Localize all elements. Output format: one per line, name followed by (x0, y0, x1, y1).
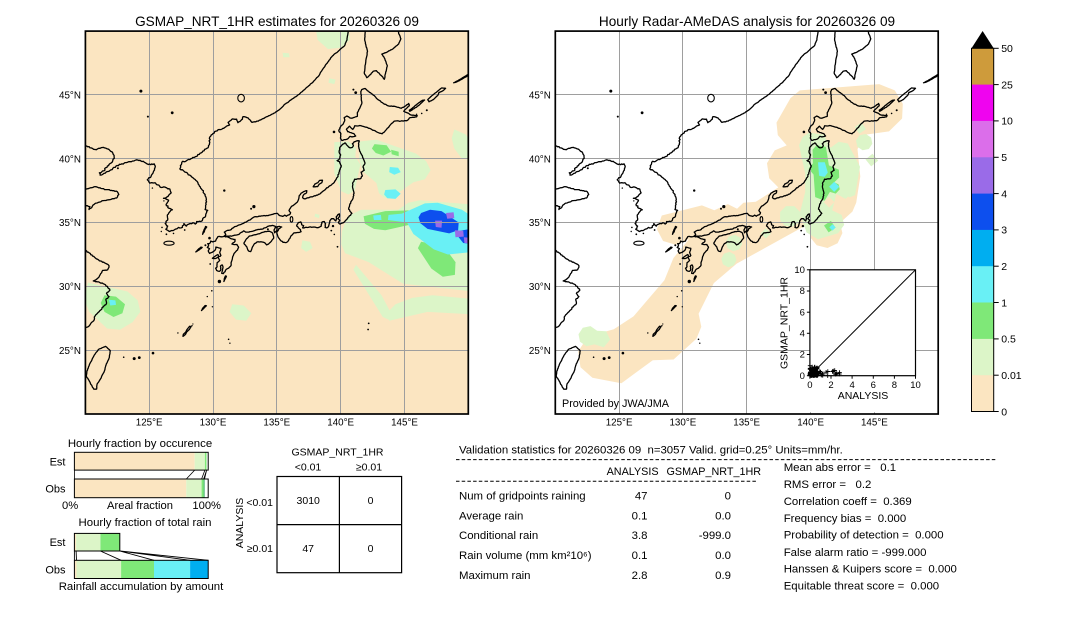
svg-text:Hourly Radar-AMeDAS analysis f: Hourly Radar-AMeDAS analysis for 2026032… (599, 14, 895, 29)
svg-text:Validation statistics for 2026: Validation statistics for 20260326 09 n=… (459, 445, 843, 457)
svg-text:Frequency bias = 0.000: Frequency bias = 0.000 (784, 513, 907, 525)
svg-text:0: 0 (1001, 406, 1007, 418)
svg-text:35°N: 35°N (59, 218, 81, 229)
svg-text:135°E: 135°E (263, 418, 290, 429)
svg-text:5: 5 (1001, 152, 1007, 164)
svg-text:50: 50 (1001, 43, 1013, 55)
svg-text:0.9: 0.9 (715, 570, 731, 582)
svg-text:ANALYSIS: ANALYSIS (607, 466, 659, 478)
svg-text:25°N: 25°N (59, 346, 81, 357)
svg-text:ANALYSIS: ANALYSIS (838, 390, 889, 402)
svg-text:GSMAP_NRT_1HR estimates for 20: GSMAP_NRT_1HR estimates for 20260326 09 (135, 14, 419, 29)
svg-text:10: 10 (1001, 116, 1013, 128)
svg-text:0.1: 0.1 (632, 511, 648, 523)
svg-text:125°E: 125°E (606, 418, 633, 429)
svg-text:GSMAP_NRT_1HR: GSMAP_NRT_1HR (666, 466, 761, 478)
svg-text:0.0: 0.0 (715, 511, 731, 523)
svg-text:≥0.01: ≥0.01 (356, 462, 382, 474)
svg-text:30°N: 30°N (529, 282, 551, 293)
svg-text:2: 2 (1001, 261, 1007, 273)
svg-text:0.0: 0.0 (715, 550, 731, 562)
svg-text:Maximum rain: Maximum rain (459, 570, 531, 582)
svg-text:Areal fraction: Areal fraction (107, 500, 173, 512)
svg-text:<0.01: <0.01 (246, 497, 273, 509)
svg-text:45°N: 45°N (59, 91, 81, 102)
svg-text:8: 8 (892, 380, 897, 391)
svg-text:Obs: Obs (45, 565, 66, 577)
svg-text:145°E: 145°E (391, 418, 418, 429)
svg-text:Num of gridpoints raining: Num of gridpoints raining (459, 491, 586, 503)
svg-text:Provided by JWA/JMA: Provided by JWA/JMA (562, 398, 670, 410)
svg-text:10: 10 (910, 380, 921, 391)
svg-text:ANALYSIS: ANALYSIS (234, 498, 246, 549)
svg-text:0.01: 0.01 (1001, 370, 1022, 382)
svg-text:6: 6 (800, 307, 805, 318)
svg-text:Mean abs error = 0.1: Mean abs error = 0.1 (784, 462, 896, 474)
svg-text:145°E: 145°E (861, 418, 888, 429)
svg-text:-999.0: -999.0 (699, 530, 731, 542)
svg-text:135°E: 135°E (733, 418, 760, 429)
svg-text:3010: 3010 (297, 495, 321, 507)
svg-text:Average rain: Average rain (459, 511, 523, 523)
svg-text:100%: 100% (192, 500, 221, 512)
svg-text:3.8: 3.8 (632, 530, 648, 542)
svg-text:2: 2 (828, 380, 833, 391)
svg-text:GSMAP_NRT_1HR: GSMAP_NRT_1HR (292, 447, 384, 459)
svg-text:2.8: 2.8 (632, 570, 648, 582)
svg-text:≥0.01: ≥0.01 (247, 543, 273, 555)
svg-text:2: 2 (800, 350, 805, 361)
svg-text:False alarm ratio = -999.000: False alarm ratio = -999.000 (784, 547, 927, 559)
svg-text:10: 10 (794, 265, 805, 276)
svg-text:4: 4 (1001, 188, 1007, 200)
svg-text:140°E: 140°E (327, 418, 354, 429)
svg-text:125°E: 125°E (136, 418, 163, 429)
svg-text:40°N: 40°N (59, 154, 81, 165)
svg-text:47: 47 (635, 491, 648, 503)
svg-text:25: 25 (1001, 79, 1013, 91)
svg-text:8: 8 (800, 286, 805, 297)
svg-text:0.5: 0.5 (1001, 334, 1016, 346)
svg-text:GSMAP_NRT_1HR: GSMAP_NRT_1HR (779, 277, 791, 369)
svg-text:0: 0 (368, 543, 374, 555)
svg-text:6: 6 (871, 380, 876, 391)
svg-text:<0.01: <0.01 (295, 462, 322, 474)
svg-text:45°N: 45°N (529, 91, 551, 102)
svg-text:0: 0 (725, 491, 731, 503)
svg-text:4: 4 (800, 329, 805, 340)
svg-text:3: 3 (1001, 225, 1007, 237)
svg-text:Rain volume (mm km²10⁶): Rain volume (mm km²10⁶) (459, 550, 592, 562)
svg-text:Est: Est (50, 537, 66, 549)
svg-text:130°E: 130°E (200, 418, 227, 429)
svg-text:0%: 0% (62, 500, 78, 512)
svg-text:Probability of detection = 0.: Probability of detection = 0.000 (784, 530, 944, 542)
svg-text:0: 0 (807, 380, 812, 391)
svg-text:1: 1 (1001, 297, 1007, 309)
svg-text:Conditional rain: Conditional rain (459, 530, 538, 542)
svg-text:35°N: 35°N (529, 218, 551, 229)
svg-text:130°E: 130°E (669, 418, 696, 429)
svg-text:25°N: 25°N (529, 346, 551, 357)
svg-text:47: 47 (302, 543, 314, 555)
svg-text:40°N: 40°N (529, 154, 551, 165)
svg-text:Equitable threat score = 0.00: Equitable threat score = 0.000 (784, 581, 939, 593)
svg-text:Rainfall accumulation by amoun: Rainfall accumulation by amount (59, 581, 224, 593)
svg-text:Correlation coeff = 0.369: Correlation coeff = 0.369 (784, 496, 912, 508)
svg-text:0: 0 (800, 371, 805, 382)
svg-text:30°N: 30°N (59, 282, 81, 293)
svg-text:Hourly fraction of total rain: Hourly fraction of total rain (79, 517, 212, 529)
svg-text:Est: Est (50, 457, 66, 469)
svg-text:0.1: 0.1 (632, 550, 648, 562)
svg-text:RMS error = 0.2: RMS error = 0.2 (784, 479, 872, 491)
svg-text:Obs: Obs (45, 484, 66, 496)
svg-text:0: 0 (368, 495, 374, 507)
svg-text:Hourly fraction by occurence: Hourly fraction by occurence (68, 438, 212, 450)
svg-text:4: 4 (849, 380, 854, 391)
svg-text:140°E: 140°E (797, 418, 824, 429)
svg-text:Hanssen & Kuipers score = 0.0: Hanssen & Kuipers score = 0.000 (784, 563, 957, 575)
